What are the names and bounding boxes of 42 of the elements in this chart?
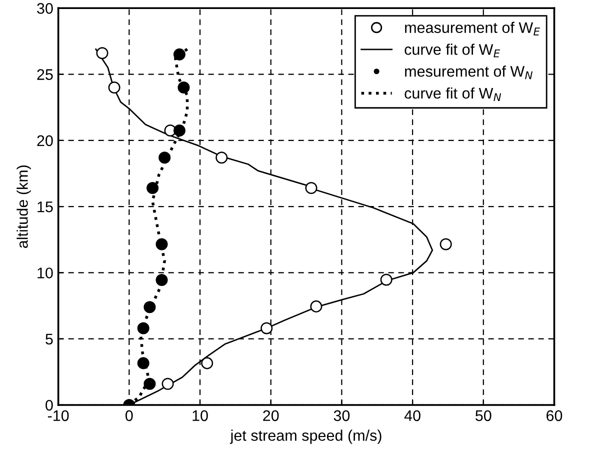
y-tick-label: 25 (37, 69, 53, 80)
x-tick-label: 10 (192, 410, 208, 422)
legend-label: curve fit of W$_{N}$ (404, 87, 502, 102)
x-tick-label: -10 (48, 410, 69, 422)
point (156, 274, 168, 286)
point (201, 357, 214, 370)
x-tick-label: 40 (404, 410, 420, 422)
x-tick-label: 0 (126, 410, 133, 422)
point (144, 378, 156, 390)
x-tick-label: 20 (263, 410, 279, 422)
y-tick-label: 15 (38, 202, 53, 212)
point (156, 238, 168, 250)
x-axis-title: jet stream speed (m/s) (230, 430, 382, 444)
point (305, 182, 318, 194)
point (178, 82, 190, 94)
point (216, 152, 228, 164)
x-tick-label: 60 (546, 410, 562, 422)
y-tick-label: 30 (37, 3, 53, 14)
x-tick-label: 50 (476, 410, 492, 422)
point (260, 322, 273, 334)
y-tick-label: 5 (46, 334, 53, 345)
legend-label: mesurement of W$_{N}$ (405, 66, 532, 80)
y-axis-title: altitude (km) (16, 165, 31, 248)
legend-label: curve fit of W$_{E}$ (404, 44, 500, 58)
point (310, 300, 322, 312)
point (440, 238, 452, 250)
legend-label: measurement of W$_{E}$ (405, 22, 540, 36)
point (137, 322, 150, 334)
y-tick-label: 20 (37, 135, 53, 146)
y-tick-label: 10 (38, 268, 53, 278)
x-tick-label: 30 (334, 410, 350, 422)
point (162, 378, 174, 390)
point (144, 301, 156, 314)
point (108, 82, 120, 94)
point (158, 152, 171, 164)
point (96, 47, 108, 60)
point (173, 124, 186, 137)
y-tick-label: 0 (46, 400, 53, 411)
point (137, 357, 150, 370)
point (146, 182, 159, 194)
point (173, 48, 186, 60)
point (380, 274, 392, 286)
